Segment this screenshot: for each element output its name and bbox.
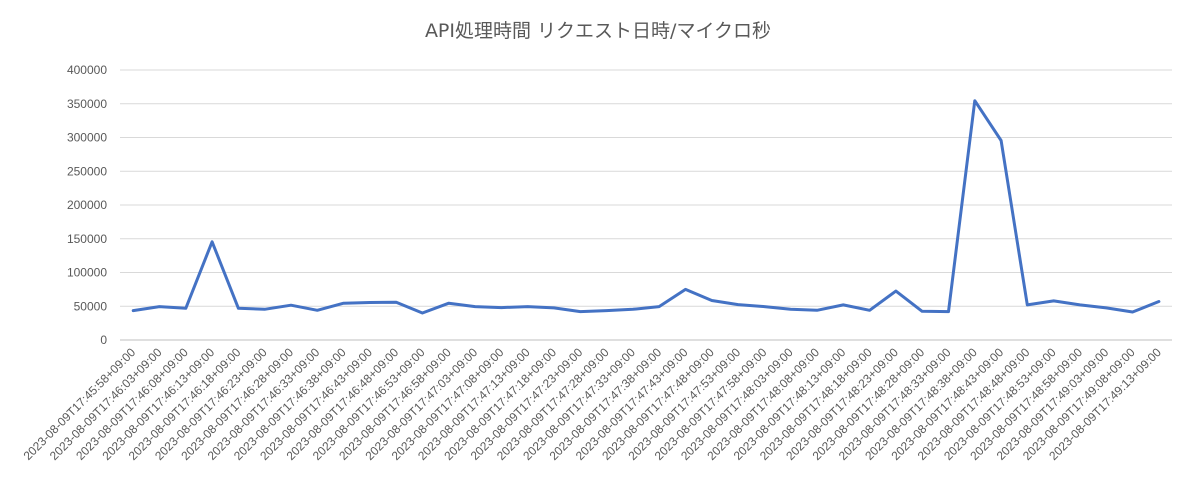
y-tick-label: 150000 — [67, 232, 107, 246]
y-tick-label: 250000 — [67, 164, 107, 178]
series-layer — [131, 99, 1161, 315]
y-tick-label: 350000 — [67, 97, 107, 111]
y-axis-ticks: 0 50000 100000 150000 200000 250000 300000 3500… — [67, 63, 107, 347]
chart-title: API処理時間 リクエスト日時/マイクロ秒 — [425, 20, 771, 42]
series-line — [131, 99, 1161, 315]
gridlines — [120, 69, 1172, 341]
x-axis-ticks: 2023-08-09T17:45:58+09:002023-08-09T17:4… — [21, 345, 1165, 463]
y-tick-label: 200000 — [67, 198, 107, 212]
y-tick-label: 300000 — [67, 131, 107, 145]
y-tick-label: 50000 — [74, 299, 108, 313]
y-tick-label: 0 — [100, 333, 107, 347]
y-tick-label: 100000 — [67, 266, 107, 280]
y-tick-label: 400000 — [67, 63, 107, 77]
